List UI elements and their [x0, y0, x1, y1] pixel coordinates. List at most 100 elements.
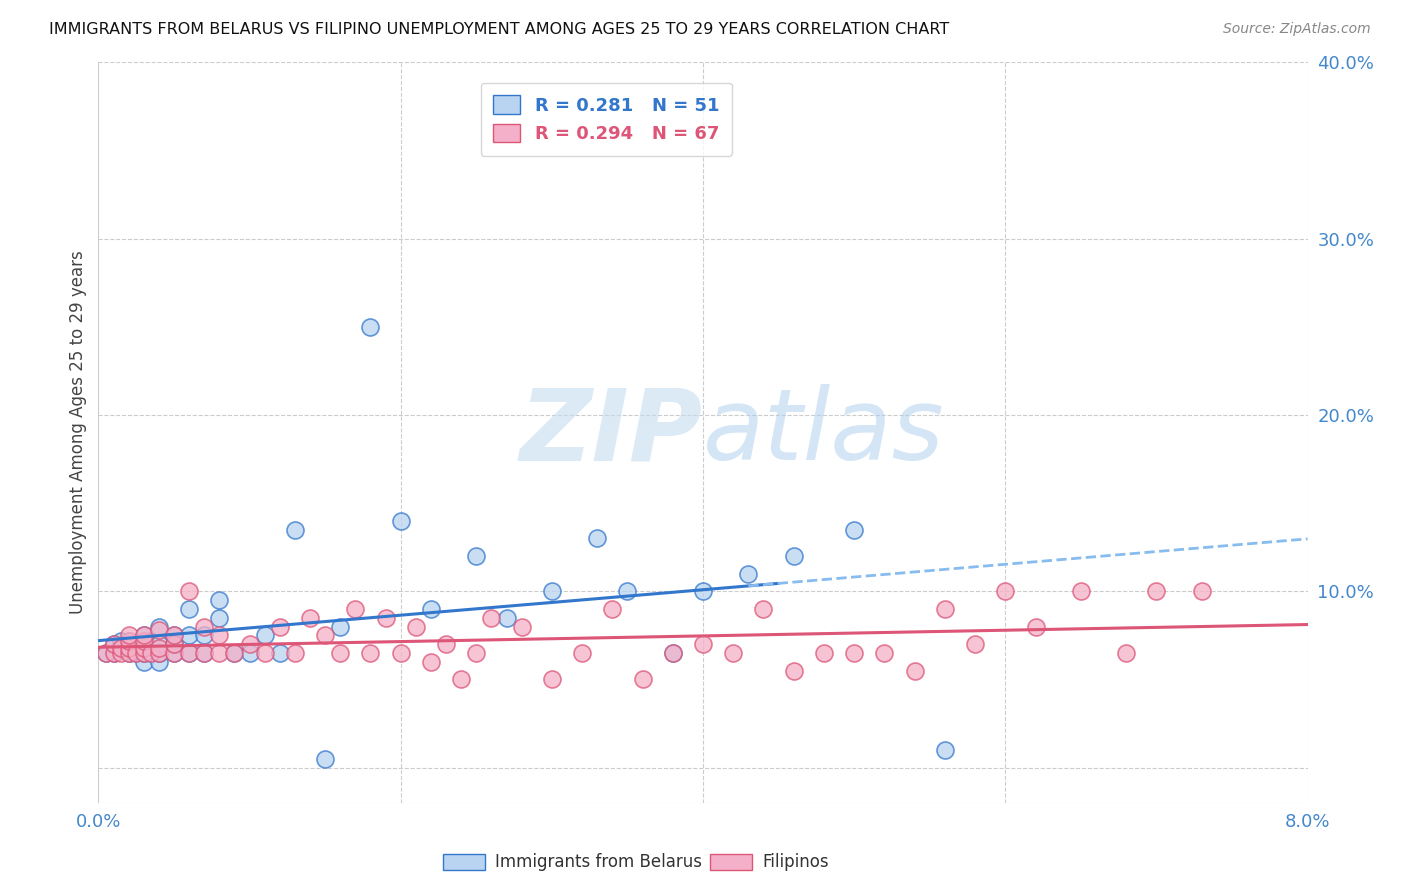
Point: [141, 646, 163, 660]
Point: [540, 584, 562, 599]
Point: [813, 646, 835, 660]
Point: [752, 602, 775, 616]
Point: [103, 637, 125, 651]
Point: [103, 637, 125, 651]
Point: [148, 646, 170, 660]
Point: [631, 673, 654, 687]
Point: [125, 646, 148, 660]
Point: [661, 646, 683, 660]
Point: [110, 646, 132, 660]
Point: [737, 566, 759, 581]
Point: [269, 646, 291, 660]
Point: [110, 633, 132, 648]
Point: [118, 640, 141, 655]
Point: [360, 646, 382, 660]
Point: [844, 646, 866, 660]
Point: [616, 584, 638, 599]
Point: [132, 646, 155, 660]
Point: [208, 628, 231, 642]
Point: [934, 602, 956, 616]
Point: [132, 628, 155, 642]
Point: [1025, 619, 1047, 633]
Point: [132, 628, 155, 642]
Point: [163, 628, 186, 642]
Point: [193, 646, 215, 660]
Point: [481, 610, 503, 624]
Point: [163, 637, 186, 651]
Point: [179, 628, 201, 642]
Text: IMMIGRANTS FROM BELARUS VS FILIPINO UNEMPLOYMENT AMONG AGES 25 TO 29 YEARS CORRE: IMMIGRANTS FROM BELARUS VS FILIPINO UNEM…: [49, 22, 949, 37]
Text: Filipinos: Filipinos: [762, 853, 828, 871]
Point: [586, 532, 609, 546]
Point: [692, 637, 714, 651]
Point: [132, 646, 155, 660]
Point: [132, 640, 155, 655]
Point: [965, 637, 987, 651]
Point: [420, 655, 443, 669]
Point: [125, 646, 148, 660]
Point: [132, 633, 155, 648]
Point: [314, 628, 336, 642]
Point: [269, 619, 291, 633]
Point: [148, 623, 170, 637]
Point: [495, 610, 517, 624]
Point: [148, 646, 170, 660]
Point: [94, 646, 117, 660]
Point: [329, 619, 352, 633]
Point: [434, 637, 457, 651]
Point: [148, 655, 170, 669]
Point: [389, 514, 412, 528]
Point: [661, 646, 683, 660]
Point: [208, 610, 231, 624]
Point: [344, 602, 367, 616]
Point: [125, 637, 148, 651]
Point: [783, 549, 806, 563]
Point: [420, 602, 443, 616]
Point: [148, 619, 170, 633]
Point: [284, 646, 307, 660]
Point: [193, 619, 215, 633]
Point: [163, 646, 186, 660]
Point: [132, 640, 155, 655]
Point: [540, 673, 562, 687]
Point: [118, 628, 141, 642]
Point: [360, 319, 382, 334]
Point: [132, 655, 155, 669]
Point: [465, 549, 488, 563]
Point: [873, 646, 896, 660]
Point: [904, 664, 927, 678]
Point: [163, 646, 186, 660]
Legend: R = 0.281   N = 51, R = 0.294   N = 67: R = 0.281 N = 51, R = 0.294 N = 67: [481, 83, 733, 155]
Point: [141, 633, 163, 648]
Point: [94, 646, 117, 660]
Point: [571, 646, 593, 660]
Point: [148, 637, 170, 651]
Point: [118, 633, 141, 648]
Point: [329, 646, 352, 660]
Point: [239, 646, 262, 660]
Point: [253, 628, 276, 642]
Point: [844, 523, 866, 537]
Point: [1070, 584, 1092, 599]
Point: [193, 646, 215, 660]
Point: [224, 646, 246, 660]
Point: [314, 752, 336, 766]
Point: [148, 640, 170, 655]
Point: [389, 646, 412, 660]
Point: [141, 646, 163, 660]
Point: [465, 646, 488, 660]
Point: [299, 610, 322, 624]
Point: [110, 640, 132, 655]
Point: [253, 646, 276, 660]
Point: [118, 640, 141, 655]
Point: [723, 646, 745, 660]
Text: Source: ZipAtlas.com: Source: ZipAtlas.com: [1223, 22, 1371, 37]
Text: Immigrants from Belarus: Immigrants from Belarus: [495, 853, 702, 871]
Point: [179, 584, 201, 599]
Point: [284, 523, 307, 537]
Point: [994, 584, 1017, 599]
Point: [179, 602, 201, 616]
Y-axis label: Unemployment Among Ages 25 to 29 years: Unemployment Among Ages 25 to 29 years: [69, 251, 87, 615]
Point: [103, 646, 125, 660]
Point: [208, 593, 231, 607]
